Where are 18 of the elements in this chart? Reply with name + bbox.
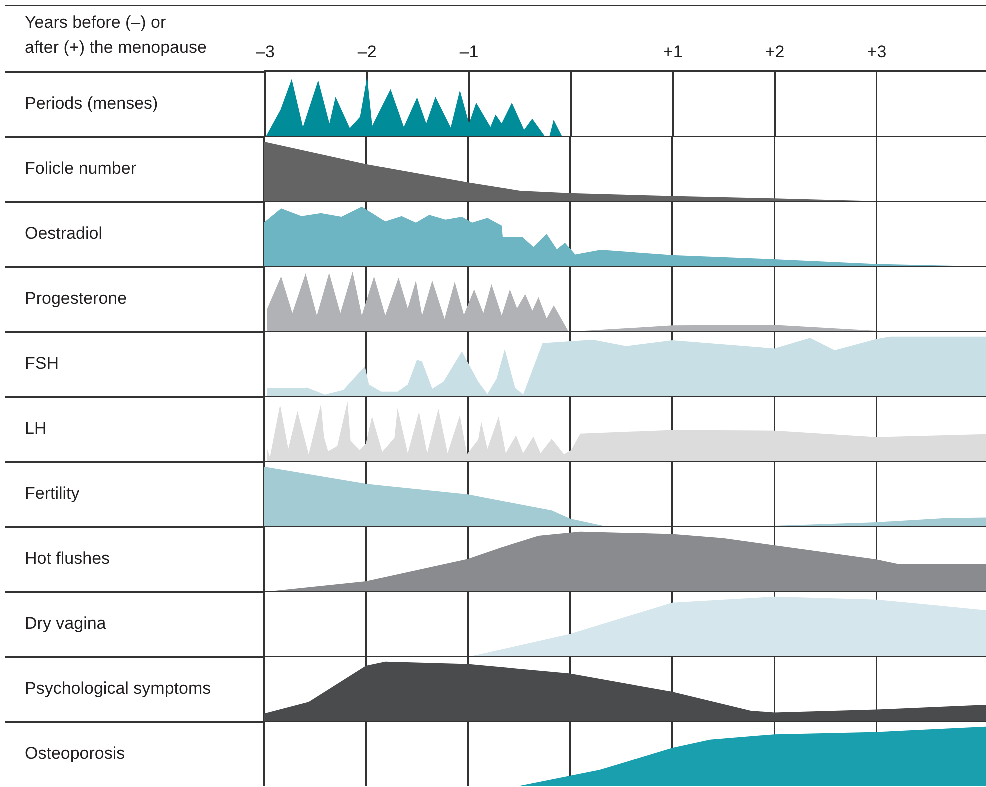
y-axis-title: Dry vagina [25, 612, 106, 634]
y-axis-title: FSH [25, 352, 59, 374]
x-tick-label: –1 [460, 42, 479, 62]
y-axis-title: Folicle number [25, 158, 136, 180]
x-tick-label: +2 [765, 42, 785, 62]
y-axis-title: Progesterone [25, 288, 128, 310]
y-axis-title: Periods (menses) [25, 92, 158, 114]
x-tick-label: –2 [358, 42, 377, 62]
y-axis-title: Hot flushes [25, 548, 110, 570]
x-tick-label: –3 [256, 42, 275, 62]
y-axis-title: Oestradiol [25, 222, 102, 244]
y-axis-title: Osteoporosis [25, 742, 126, 764]
x-axis-title: Years before (–) or after (+) the menopause [25, 12, 207, 59]
x-tick-label: +3 [867, 42, 887, 62]
y-axis-title: Fertility [25, 482, 80, 504]
x-tick-label: +1 [663, 42, 683, 62]
y-axis-title: LH [25, 418, 47, 440]
y-axis-title: Psychological symptoms [25, 678, 212, 700]
